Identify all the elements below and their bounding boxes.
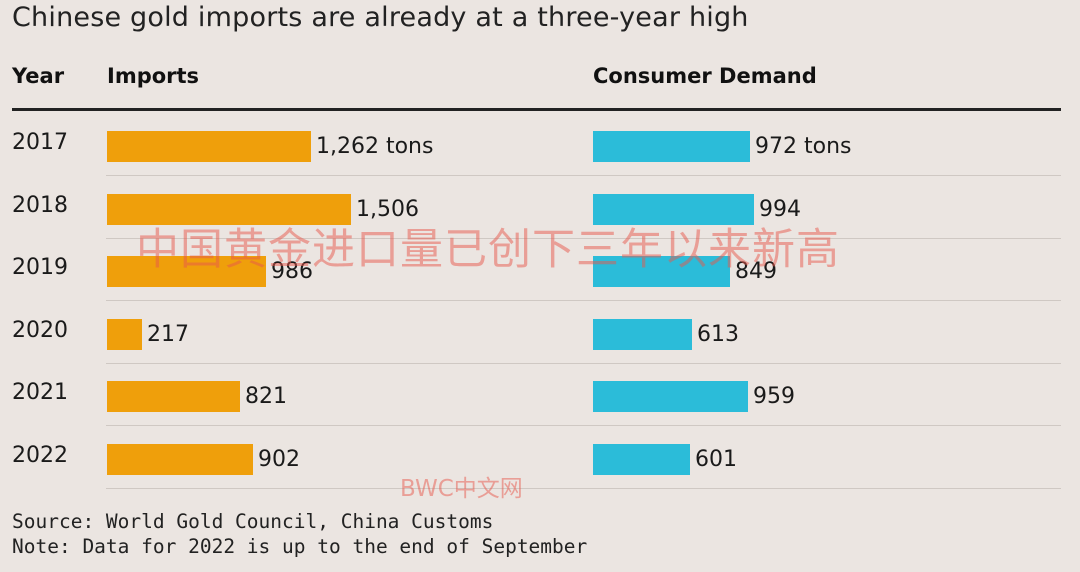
consumer-demand-bar <box>593 443 690 475</box>
data-note: Note: Data for 2022 is up to the end of … <box>12 535 588 558</box>
imports-value-label: 902 <box>258 446 300 472</box>
year-column-header: Year <box>12 64 65 88</box>
imports-value-label: 1,506 <box>356 196 419 222</box>
consumer-demand-value-label: 994 <box>759 196 801 222</box>
consumer-demand-value-label: 613 <box>697 321 739 347</box>
year-label: 2020 <box>12 317 68 343</box>
imports-value-label: 986 <box>271 259 313 284</box>
row-divider <box>106 487 1061 489</box>
table-row: 2019 986 849 <box>0 238 1080 301</box>
consumer-demand-bar <box>593 193 754 225</box>
imports-value-label: 217 <box>147 321 189 347</box>
table-row: 2022 902 601 <box>0 426 1080 489</box>
row-divider <box>106 300 1061 301</box>
consumer-demand-value-label: 601 <box>695 446 737 472</box>
year-label: 2018 <box>12 192 68 218</box>
imports-bar <box>107 131 311 162</box>
imports-bar <box>107 193 351 225</box>
header-rule <box>12 108 1061 111</box>
table-row: 2021 821 959 <box>0 363 1080 426</box>
imports-value-label: 821 <box>245 384 287 409</box>
row-divider <box>106 237 1061 239</box>
consumer-demand-value-label: 972 tons <box>755 134 852 159</box>
row-divider <box>106 362 1061 364</box>
consumer-demand-value-label: 849 <box>735 259 777 284</box>
year-label: 2022 <box>12 442 68 468</box>
year-label: 2021 <box>12 380 68 405</box>
table-row: 2018 1,506 994 <box>0 176 1080 239</box>
consumer-demand-bar <box>593 131 750 162</box>
row-divider <box>106 425 1061 426</box>
table-row: 2017 1,262 tons 972 tons <box>0 113 1080 176</box>
table-row: 2020 217 613 <box>0 301 1080 364</box>
consumer-demand-column-header: Consumer Demand <box>593 64 817 88</box>
imports-bar <box>107 381 240 412</box>
consumer-demand-value-label: 959 <box>753 384 795 409</box>
consumer-demand-bar <box>593 256 730 287</box>
row-divider <box>106 175 1061 176</box>
source-note: Source: World Gold Council, China Custom… <box>12 510 494 533</box>
imports-bar <box>107 256 266 287</box>
imports-column-header: Imports <box>107 64 200 88</box>
consumer-demand-bar <box>593 381 748 412</box>
imports-value-label: 1,262 tons <box>316 134 434 159</box>
year-label: 2019 <box>12 255 68 280</box>
imports-bar <box>107 318 142 350</box>
consumer-demand-bar <box>593 318 692 350</box>
year-label: 2017 <box>12 130 68 155</box>
imports-bar <box>107 443 253 475</box>
chart-title: Chinese gold imports are already at a th… <box>12 2 749 33</box>
